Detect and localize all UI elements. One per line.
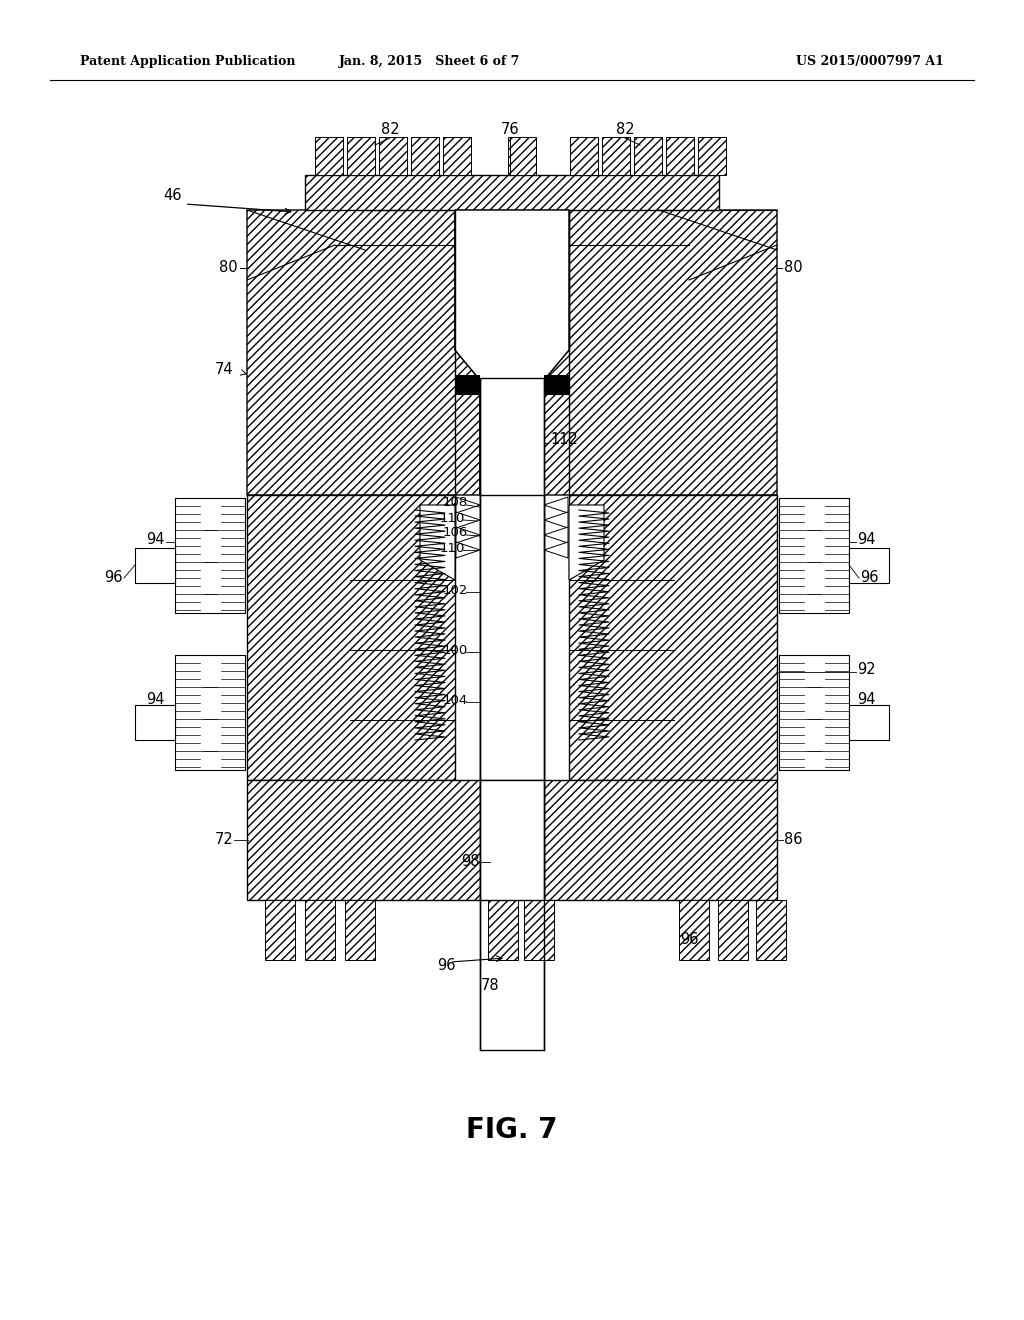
Text: 82: 82 [615, 123, 634, 137]
Bar [544, 375, 569, 395]
Bar [305, 900, 335, 960]
Bar [779, 655, 849, 770]
Bar [488, 900, 518, 960]
Polygon shape [456, 498, 480, 513]
Text: 110: 110 [439, 511, 465, 524]
Polygon shape [247, 495, 455, 780]
Text: 96: 96 [104, 570, 123, 586]
Text: 104: 104 [442, 693, 468, 706]
Text: 80: 80 [219, 260, 238, 276]
Polygon shape [544, 512, 568, 528]
Polygon shape [544, 210, 777, 495]
Bar [345, 900, 375, 960]
Text: 72: 72 [214, 833, 233, 847]
Polygon shape [544, 543, 568, 558]
Text: 46: 46 [163, 187, 181, 202]
Text: 94: 94 [857, 532, 876, 548]
Bar [849, 548, 889, 583]
Bar [265, 900, 295, 960]
Bar [175, 498, 245, 612]
Text: US 2015/0007997 A1: US 2015/0007997 A1 [796, 55, 944, 69]
Text: Patent Application Publication: Patent Application Publication [80, 55, 296, 69]
Bar [455, 210, 569, 350]
Bar [524, 900, 554, 960]
Polygon shape [455, 210, 569, 495]
Bar [135, 705, 175, 741]
Bar [455, 375, 480, 395]
Polygon shape [456, 512, 480, 528]
Bar [679, 900, 709, 960]
Text: 102: 102 [442, 583, 468, 597]
Polygon shape [247, 210, 480, 495]
Bar [347, 137, 375, 176]
Polygon shape [544, 527, 568, 543]
Bar [175, 655, 245, 770]
Text: 96: 96 [437, 957, 456, 973]
Polygon shape [456, 527, 480, 543]
Bar [634, 137, 662, 176]
Bar [602, 137, 630, 176]
Bar [305, 176, 719, 210]
Text: FIG. 7: FIG. 7 [466, 1115, 558, 1144]
Bar [779, 498, 849, 612]
Bar [666, 137, 694, 176]
Bar [756, 900, 786, 960]
Text: 108: 108 [442, 496, 468, 510]
Bar [480, 780, 544, 900]
Text: 110: 110 [439, 541, 465, 554]
Text: 76: 76 [501, 123, 519, 137]
Polygon shape [544, 498, 568, 513]
Text: 96: 96 [860, 570, 879, 586]
Bar [718, 900, 748, 960]
Bar [443, 137, 471, 176]
Text: 94: 94 [146, 532, 165, 548]
Bar [480, 378, 544, 1049]
Text: 112: 112 [550, 433, 578, 447]
Text: Jan. 8, 2015   Sheet 6 of 7: Jan. 8, 2015 Sheet 6 of 7 [339, 55, 520, 69]
Bar [379, 137, 407, 176]
Text: 100: 100 [442, 644, 468, 656]
Text: 80: 80 [784, 260, 803, 276]
Text: 98: 98 [462, 854, 480, 870]
Bar [135, 548, 175, 583]
Bar [480, 495, 544, 780]
Polygon shape [569, 506, 604, 579]
Bar [315, 137, 343, 176]
Text: 78: 78 [480, 978, 500, 993]
Bar [570, 137, 598, 176]
Polygon shape [247, 780, 777, 900]
Bar [508, 137, 536, 176]
Text: 94: 94 [146, 693, 165, 708]
Bar [849, 705, 889, 741]
Text: 106: 106 [442, 527, 468, 540]
Text: 94: 94 [857, 693, 876, 708]
Polygon shape [456, 543, 480, 558]
Text: 82: 82 [381, 123, 399, 137]
Bar [698, 137, 726, 176]
Bar [411, 137, 439, 176]
Text: 96: 96 [680, 932, 698, 948]
Text: 86: 86 [784, 833, 803, 847]
Polygon shape [569, 495, 777, 780]
Polygon shape [420, 506, 455, 579]
Text: 92: 92 [857, 663, 876, 677]
Text: 74: 74 [214, 363, 233, 378]
